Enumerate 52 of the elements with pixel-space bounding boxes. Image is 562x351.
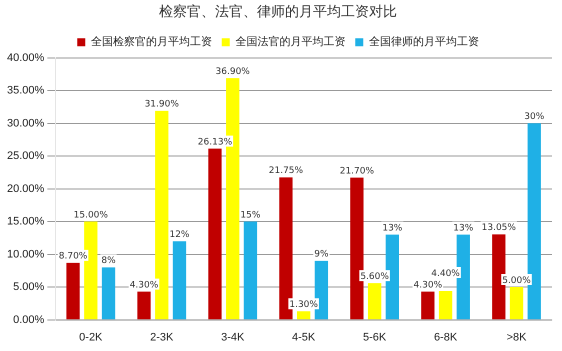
- bar: [208, 148, 222, 320]
- bar: [172, 241, 186, 320]
- x-tick-label: 0-2K: [79, 331, 104, 344]
- legend-label: 全国法官的月平均工资: [235, 35, 346, 48]
- y-tick-label: 30.00%: [6, 117, 45, 130]
- bar: [66, 262, 80, 320]
- data-label: 4.40%: [431, 268, 460, 279]
- data-label: 15%: [240, 210, 261, 220]
- data-label: 26.13%: [198, 137, 233, 148]
- bar: [438, 290, 452, 320]
- data-label: 30%: [524, 112, 545, 122]
- data-label: 4.30%: [130, 280, 159, 290]
- x-tick-label: 4-5K: [292, 331, 316, 344]
- data-label: 12%: [169, 230, 190, 240]
- data-label: 31.90%: [144, 100, 180, 110]
- y-tick-label: 40.00%: [6, 52, 45, 64]
- data-label: 5.60%: [360, 272, 390, 282]
- data-label: 8.70%: [58, 252, 88, 262]
- data-label: 4.30%: [414, 280, 443, 290]
- y-tick-label: 5.00%: [13, 281, 45, 294]
- data-label: 21.70%: [340, 166, 374, 177]
- x-tick-label: 3-4K: [221, 331, 245, 344]
- x-tick-label: 6-8K: [434, 331, 458, 344]
- bar: [297, 311, 310, 320]
- bar: [137, 292, 151, 320]
- data-label: 5.00%: [502, 276, 532, 286]
- bar: [421, 292, 434, 320]
- bar: [368, 283, 382, 320]
- data-label: 13%: [453, 223, 474, 234]
- data-label: 8%: [101, 256, 116, 266]
- data-label: 36.90%: [216, 66, 250, 77]
- data-label: 13%: [382, 223, 403, 234]
- y-tick-label: 25.00%: [6, 150, 45, 162]
- y-tick-label: 35.00%: [6, 84, 45, 97]
- y-tick-label: 10.00%: [6, 248, 45, 260]
- legend-label: 全国律师的月平均工资: [368, 35, 479, 48]
- data-label: 13.05%: [482, 223, 516, 234]
- data-label: 21.75%: [268, 166, 304, 176]
- data-label: 15.00%: [74, 210, 108, 220]
- y-tick-label: 15.00%: [6, 216, 45, 228]
- x-tick-label: >8K: [506, 331, 528, 344]
- bar: [244, 222, 258, 320]
- bar: [510, 287, 524, 320]
- bar: [102, 267, 116, 320]
- y-tick-label: 20.00%: [6, 182, 45, 195]
- chart-title: 检察官、法官、律师的月平均工资对比: [159, 4, 397, 20]
- data-label: 1.30%: [289, 300, 318, 310]
- data-label: 9%: [314, 250, 329, 260]
- legend-label: 全国检察官的月平均工资: [90, 35, 212, 48]
- x-tick-label: 2-3K: [150, 331, 174, 344]
- y-tick-label: 0.00%: [13, 314, 45, 326]
- x-tick-label: 5-6K: [362, 331, 387, 344]
